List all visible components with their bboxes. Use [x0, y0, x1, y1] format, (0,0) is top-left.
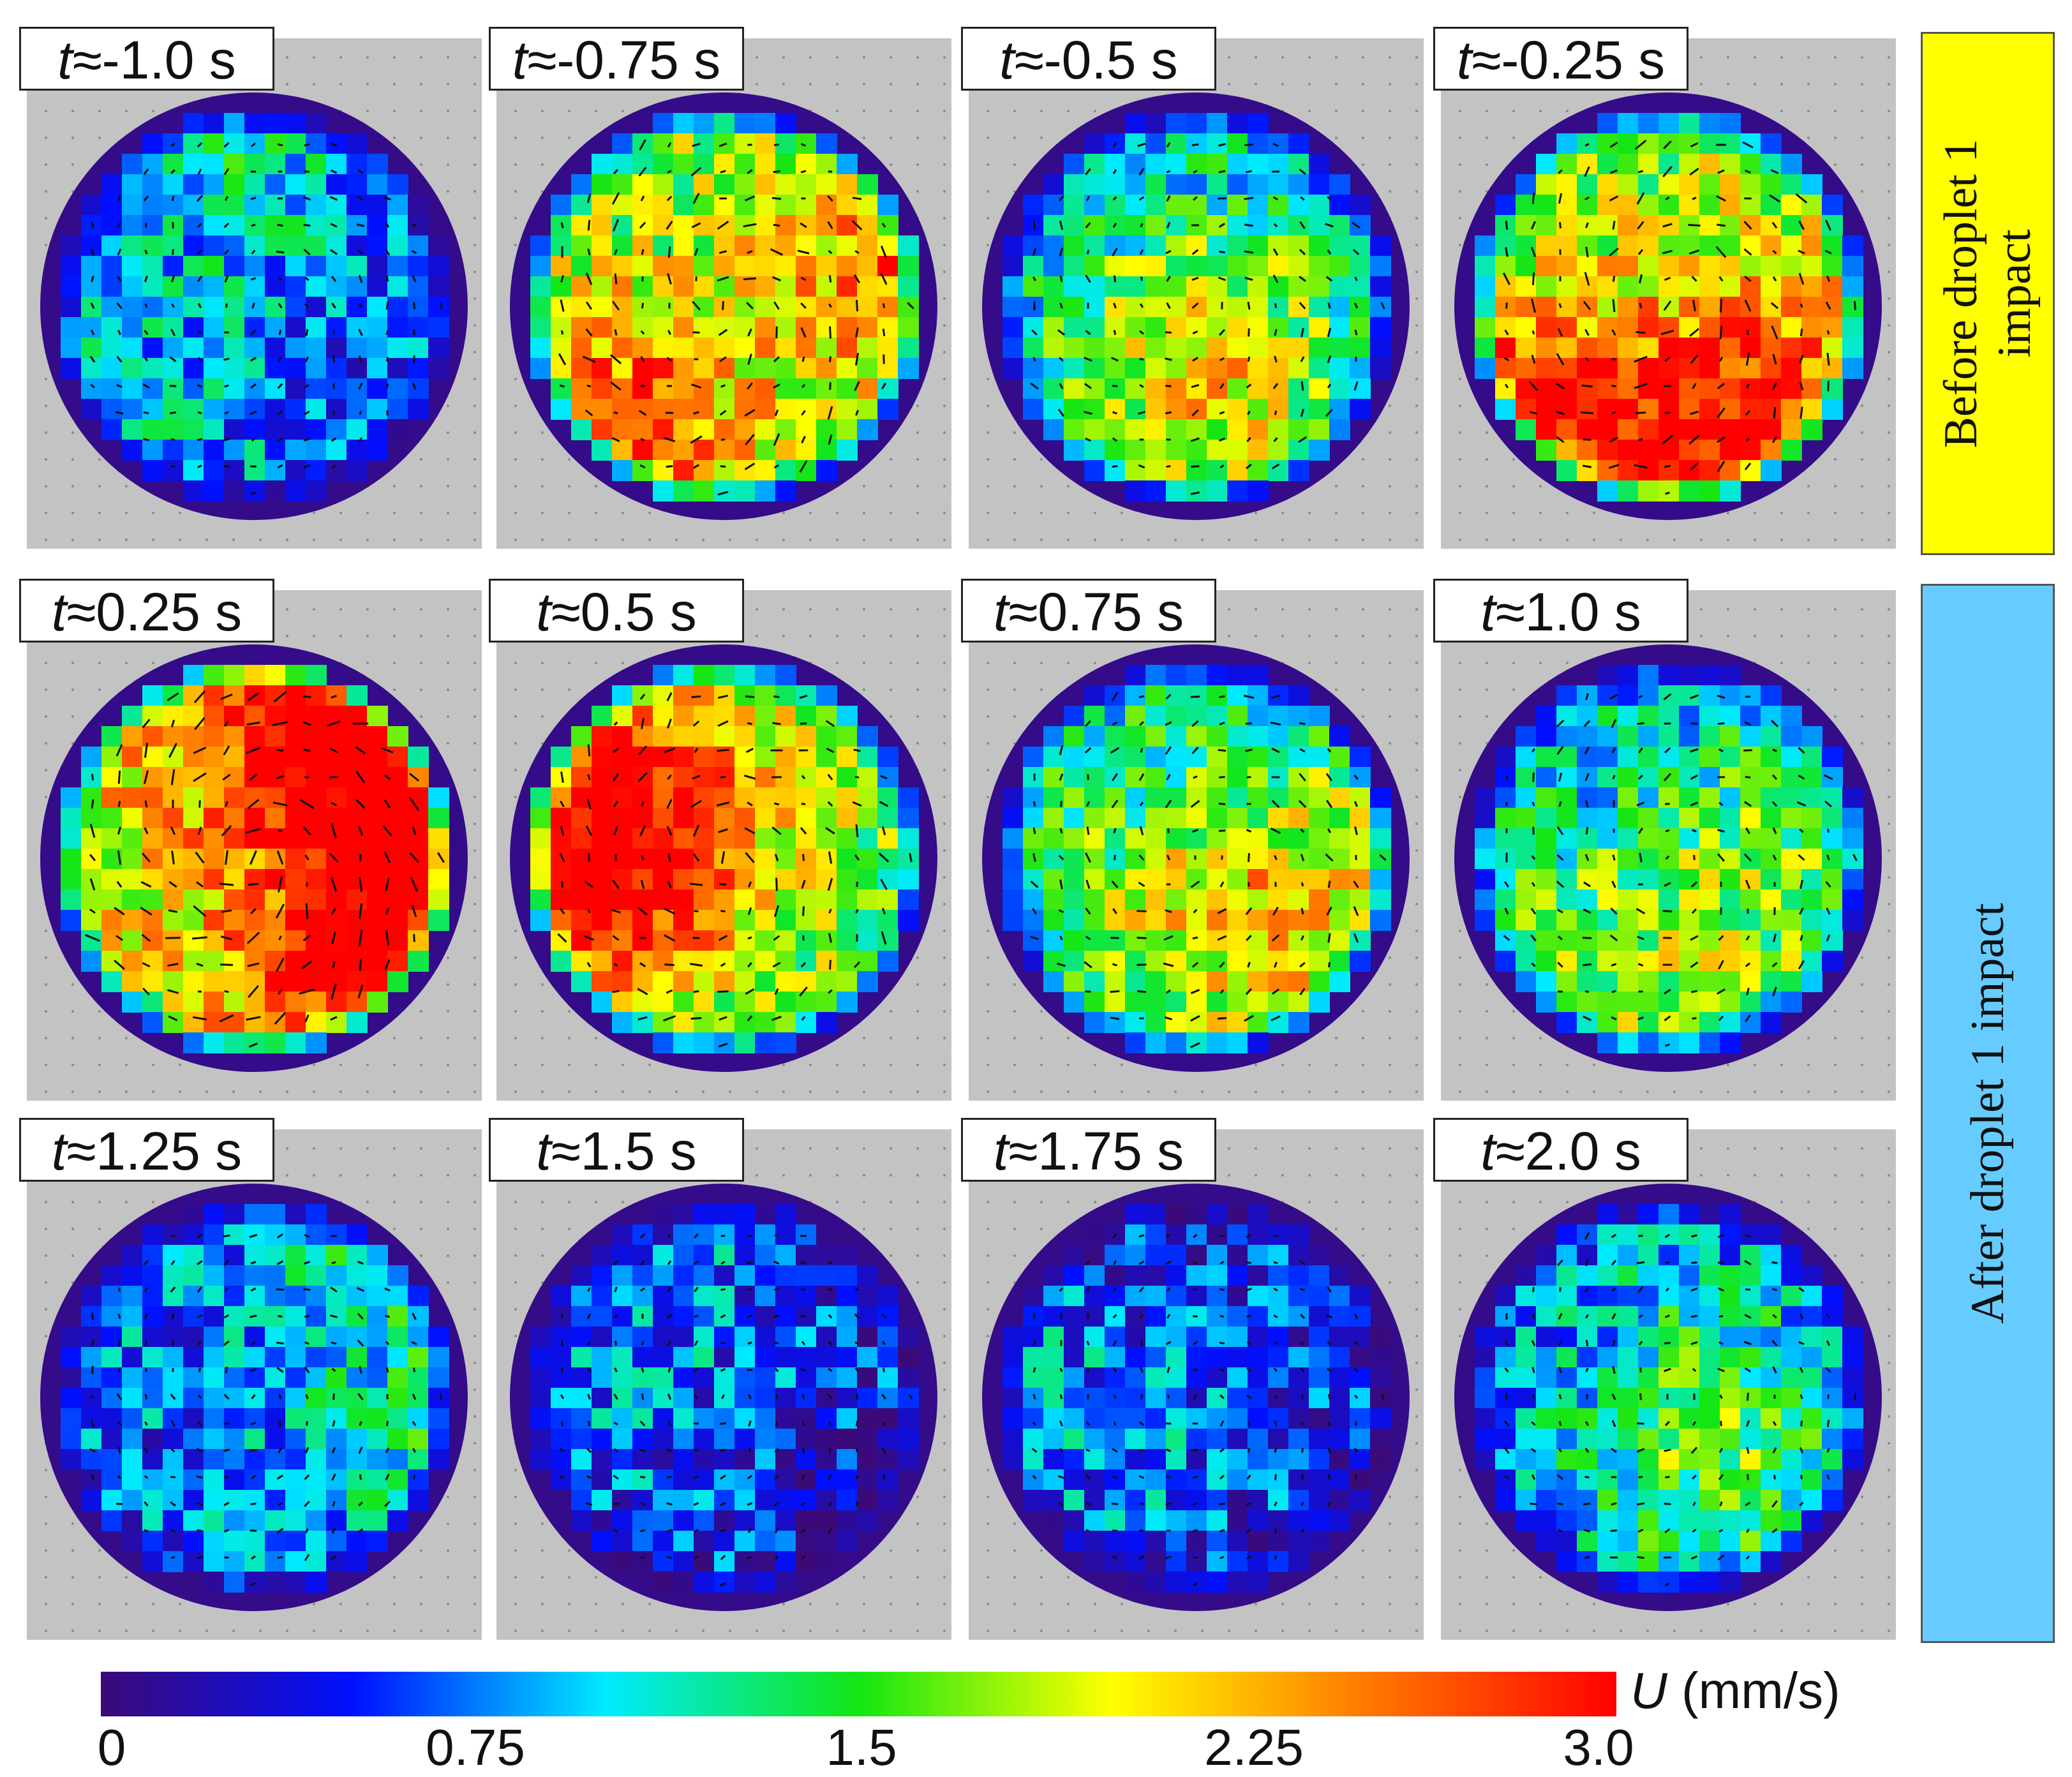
velocity-field: [27, 1129, 482, 1640]
velocity-field: [1441, 590, 1896, 1101]
flow-panel-12: [1441, 1129, 1896, 1640]
flow-panel-3: [969, 38, 1424, 549]
flow-panel-6: [496, 590, 951, 1101]
time-label-11: t≈1.75 s: [961, 1118, 1216, 1182]
flow-panel-10: [496, 1129, 951, 1640]
flow-panel-8: [1441, 590, 1896, 1101]
colorbar: [101, 1672, 1616, 1716]
colorbar-unit-label: U (mm/s): [1630, 1662, 1840, 1720]
colorbar-tick-4: 3.0: [1563, 1718, 1634, 1777]
time-label-4: t≈-0.25 s: [1433, 27, 1688, 91]
velocity-field: [1441, 38, 1896, 549]
velocity-field: [969, 590, 1424, 1101]
colorbar-tick-3: 2.25: [1204, 1718, 1304, 1777]
colorbar-tick-2: 1.5: [826, 1718, 897, 1777]
velocity-field: [969, 38, 1424, 549]
velocity-field: [496, 38, 951, 549]
time-label-6: t≈0.5 s: [489, 579, 744, 643]
velocity-field: [969, 1129, 1424, 1640]
time-label-3: t≈-0.5 s: [961, 27, 1216, 91]
velocity-field: [496, 1129, 951, 1640]
velocity-field: [27, 590, 482, 1101]
colorbar-tick-0: 0: [98, 1718, 126, 1777]
flow-panel-9: [27, 1129, 482, 1640]
flow-panel-2: [496, 38, 951, 549]
colorbar-tick-1: 0.75: [426, 1718, 525, 1777]
time-label-1: t≈-1.0 s: [19, 27, 274, 91]
time-label-8: t≈1.0 s: [1433, 579, 1688, 643]
velocity-field: [496, 590, 951, 1101]
velocity-field: [1441, 1129, 1896, 1640]
flow-panel-1: [27, 38, 482, 549]
flow-panel-5: [27, 590, 482, 1101]
flow-panel-11: [969, 1129, 1424, 1640]
time-label-2: t≈-0.75 s: [489, 27, 744, 91]
time-label-9: t≈1.25 s: [19, 1118, 274, 1182]
time-label-12: t≈2.0 s: [1433, 1118, 1688, 1182]
time-label-7: t≈0.75 s: [961, 579, 1216, 643]
flow-panel-7: [969, 590, 1424, 1101]
after-impact-label: After droplet 1 impact: [1961, 903, 2015, 1324]
flow-panel-4: [1441, 38, 1896, 549]
time-label-10: t≈1.5 s: [489, 1118, 744, 1182]
time-label-5: t≈0.25 s: [19, 579, 274, 643]
velocity-field: [27, 38, 482, 549]
